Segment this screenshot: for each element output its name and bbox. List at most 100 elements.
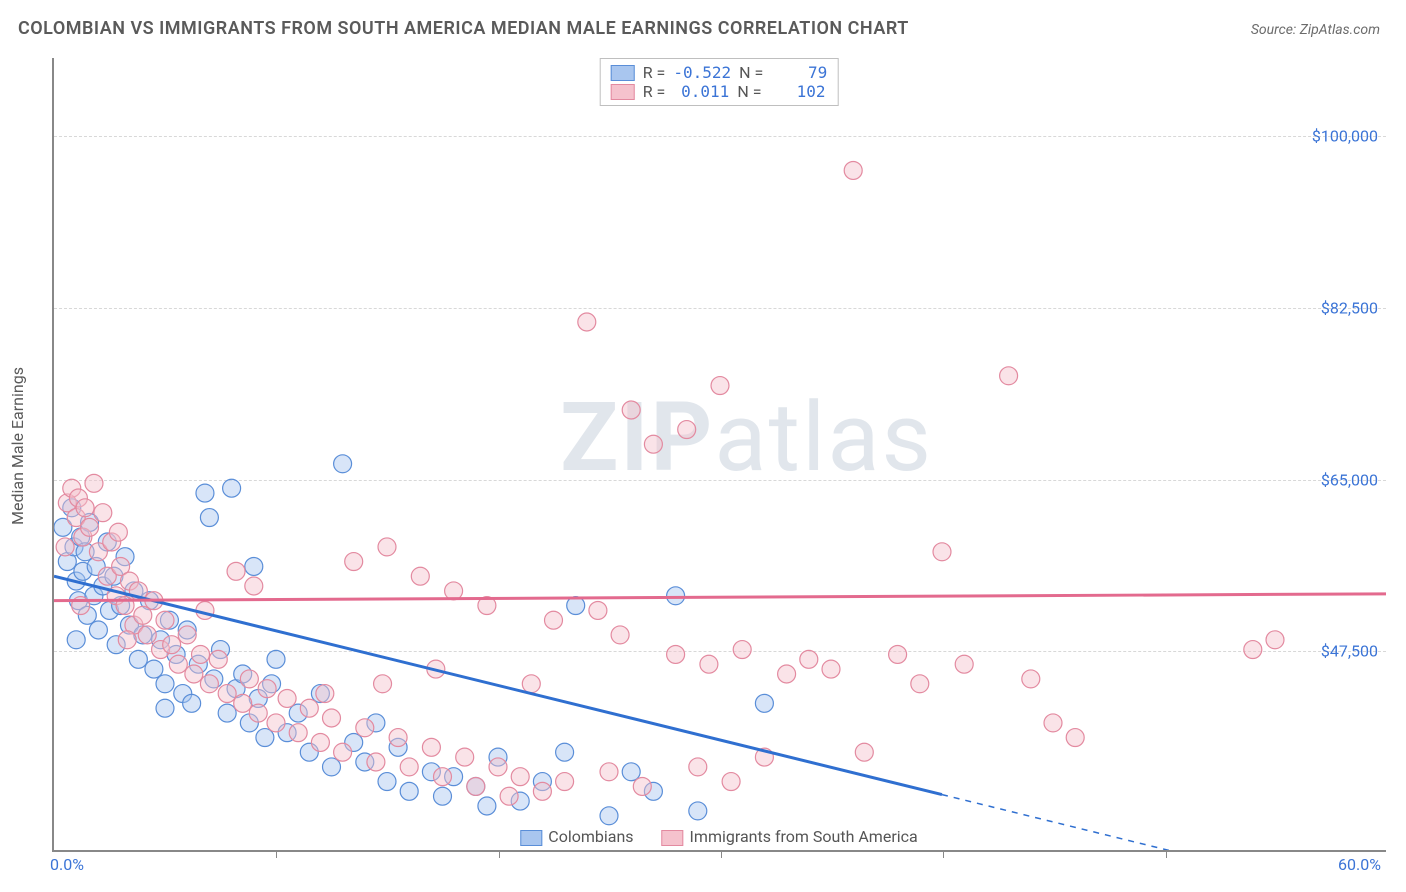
series-swatch-0 — [520, 830, 542, 846]
n-value-1: 102 — [769, 82, 825, 101]
chart-area: ZIPatlas $47,500$65,000$82,500$100,0000.… — [52, 58, 1386, 852]
chart-title: COLOMBIAN VS IMMIGRANTS FROM SOUTH AMERI… — [18, 18, 909, 39]
data-point — [81, 518, 99, 536]
legend-swatch-0 — [611, 65, 635, 81]
data-point — [240, 670, 258, 688]
data-point — [478, 797, 496, 815]
data-point — [267, 650, 285, 668]
data-point — [1266, 631, 1284, 649]
data-point — [411, 567, 429, 585]
n-label: N = — [737, 82, 761, 101]
data-point — [545, 611, 563, 629]
correlation-legend-row-0: R = -0.522 N = 79 — [611, 63, 828, 82]
r-label: R = — [643, 82, 666, 101]
data-point — [256, 729, 274, 747]
data-point — [183, 694, 201, 712]
plot-frame: ZIPatlas $47,500$65,000$82,500$100,0000.… — [52, 58, 1386, 852]
data-point — [227, 562, 245, 580]
data-point — [367, 753, 385, 771]
data-point — [258, 680, 276, 698]
r-label: R = — [643, 63, 666, 82]
correlation-legend-row-1: R = 0.011 N = 102 — [611, 82, 828, 101]
data-point — [278, 689, 296, 707]
r-value-0: -0.522 — [673, 63, 731, 82]
data-point — [192, 645, 210, 663]
data-point — [778, 665, 796, 683]
series-swatch-1 — [662, 830, 684, 846]
data-point — [800, 650, 818, 668]
data-point — [218, 685, 236, 703]
data-point — [345, 553, 363, 571]
data-point — [129, 650, 147, 668]
data-point — [644, 435, 662, 453]
data-point — [378, 538, 396, 556]
series-label-1: Immigrants from South America — [690, 827, 918, 846]
data-point — [169, 655, 187, 673]
data-point — [422, 738, 440, 756]
regression-line-dashed — [942, 795, 1386, 850]
data-point — [689, 758, 707, 776]
data-point — [109, 523, 127, 541]
data-point — [316, 685, 334, 703]
data-point — [556, 743, 574, 761]
series-legend: Colombians Immigrants from South America — [520, 827, 917, 846]
data-point — [622, 401, 640, 419]
data-point — [196, 484, 214, 502]
data-point — [245, 557, 263, 575]
data-point — [200, 675, 218, 693]
data-point — [733, 641, 751, 659]
data-point — [556, 773, 574, 791]
n-value-0: 79 — [771, 63, 827, 82]
data-point — [755, 694, 773, 712]
data-point — [511, 768, 529, 786]
data-point — [489, 758, 507, 776]
r-value-1: 0.011 — [673, 82, 729, 101]
data-point — [378, 773, 396, 791]
data-point — [323, 758, 341, 776]
data-point — [245, 577, 263, 595]
series-legend-item-0: Colombians — [520, 827, 633, 846]
data-point — [356, 719, 374, 737]
data-point — [533, 782, 551, 800]
data-point — [138, 626, 156, 644]
data-point — [56, 538, 74, 556]
data-point — [323, 709, 341, 727]
data-point — [76, 499, 94, 517]
data-point — [85, 474, 103, 492]
data-point — [933, 543, 951, 561]
data-point — [334, 455, 352, 473]
data-point — [456, 748, 474, 766]
series-legend-item-1: Immigrants from South America — [662, 827, 918, 846]
series-label-0: Colombians — [548, 827, 633, 846]
correlation-legend: R = -0.522 N = 79 R = 0.011 N = 102 — [600, 58, 839, 106]
data-point — [185, 665, 203, 683]
data-point — [955, 655, 973, 673]
data-point — [209, 650, 227, 668]
data-point — [1244, 641, 1262, 659]
data-point — [145, 660, 163, 678]
data-point — [589, 601, 607, 619]
data-point — [522, 675, 540, 693]
data-point — [267, 714, 285, 732]
data-point — [667, 645, 685, 663]
data-point — [234, 694, 252, 712]
data-point — [163, 636, 181, 654]
data-point — [289, 724, 307, 742]
data-point — [600, 763, 618, 781]
data-point — [855, 743, 873, 761]
data-point — [1022, 670, 1040, 688]
data-point — [500, 787, 518, 805]
data-point — [911, 675, 929, 693]
data-point — [300, 699, 318, 717]
data-point — [622, 763, 640, 781]
data-point — [311, 733, 329, 751]
n-label: N = — [739, 63, 763, 82]
data-point — [400, 782, 418, 800]
x-tick-label: 60.0% — [1338, 855, 1381, 874]
data-point — [178, 626, 196, 644]
data-point — [156, 611, 174, 629]
data-point — [1066, 729, 1084, 747]
plot-svg — [54, 58, 1386, 850]
y-axis-label: Median Male Earnings — [8, 367, 27, 525]
x-tick-label: 0.0% — [50, 855, 84, 874]
